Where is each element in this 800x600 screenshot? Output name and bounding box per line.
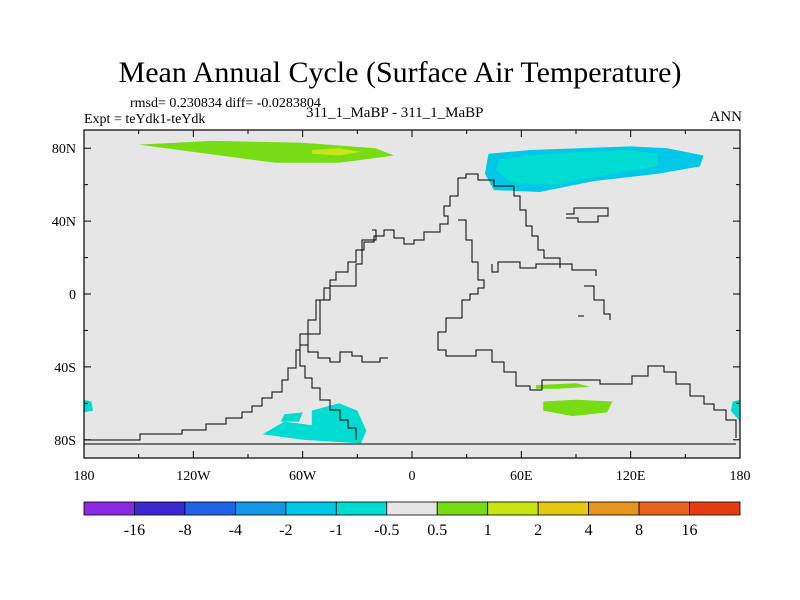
x-tick-label: 60W xyxy=(289,469,317,484)
stats-line: rmsd= 0.230834 diff= -0.0283804 xyxy=(130,96,321,111)
colorbar-swatch xyxy=(638,501,690,516)
colorbar-swatch xyxy=(436,501,489,516)
x-tick-label: 120W xyxy=(176,469,211,484)
ross-sea-anomaly-east xyxy=(730,399,740,422)
coastlines xyxy=(84,173,737,445)
colorbar-label: -2 xyxy=(279,522,292,539)
arctic-east-core xyxy=(495,150,658,185)
map-background xyxy=(84,130,740,458)
colorbar-swatch xyxy=(588,501,640,516)
colorbar-label: -0.5 xyxy=(374,522,399,539)
colorbar-label: 4 xyxy=(585,522,593,539)
coastline-asia xyxy=(491,261,597,276)
coastline-americas xyxy=(299,173,561,440)
colorbar-label: -16 xyxy=(124,522,145,539)
colorbar-swatch xyxy=(134,501,186,516)
comparison-label: 311_1_MaBP - 311_1_MaBP xyxy=(306,105,484,121)
coastline-central xyxy=(300,344,388,363)
coastline-island xyxy=(566,207,609,223)
y-tick-label: 80N xyxy=(52,142,76,157)
colorbar-label: -8 xyxy=(178,522,191,539)
southern-indian-anomaly xyxy=(543,399,613,417)
colorbar-swatch xyxy=(335,501,388,516)
colorbar-label: -4 xyxy=(229,522,242,539)
north-atlantic-core xyxy=(311,148,361,156)
colorbar-swatch xyxy=(184,501,236,516)
colorbar-label: 1 xyxy=(484,522,492,539)
map-axes: 180 120W 60W 0 60E 120E 180 80N 40N 0 40S 80S xyxy=(52,130,751,484)
southern-indian-strip xyxy=(535,383,591,389)
y-tick-label: 80S xyxy=(54,434,76,449)
colorbar-swatch xyxy=(386,501,438,516)
colorbar-swatch xyxy=(537,501,590,516)
amundsen-anomaly xyxy=(280,412,303,422)
colorbar-label: 8 xyxy=(635,522,643,539)
y-tick-label: 0 xyxy=(69,288,76,303)
colorbar-swatch xyxy=(234,501,287,516)
coastline-south xyxy=(84,229,377,441)
x-tick-label: 180 xyxy=(74,469,95,484)
x-tick-label: 120E xyxy=(616,469,646,484)
experiment-label: Expt = teYdk1-teYdk xyxy=(84,112,206,127)
coastline-peninsula xyxy=(584,285,611,320)
colorbar-label: 16 xyxy=(682,522,698,539)
north-atlantic-anomaly xyxy=(138,140,394,163)
colorbar-swatch xyxy=(285,501,337,516)
y-tick-label: 40N xyxy=(52,215,76,230)
chart-title: Mean Annual Cycle (Surface Air Temperatu… xyxy=(118,56,682,89)
x-tick-label: 60E xyxy=(510,469,533,484)
colorbar: -16 -8 -4 -2 -1 -0.5 0.5 1 2 4 8 16 xyxy=(83,501,741,539)
colorbar-swatch xyxy=(83,501,135,516)
colorbar-label: 0.5 xyxy=(427,522,447,539)
colorbar-label: -1 xyxy=(330,522,343,539)
anomaly-regions xyxy=(84,140,740,444)
y-tick-label: 40S xyxy=(54,361,76,376)
x-tick-label: 0 xyxy=(409,469,416,484)
x-tick-label: 180 xyxy=(730,469,751,484)
coastline-africa xyxy=(437,219,737,438)
colorbar-swatch xyxy=(487,501,539,516)
season-label: ANN xyxy=(709,109,743,125)
colorbar-swatch xyxy=(689,501,741,516)
colorbar-label: 2 xyxy=(534,522,542,539)
